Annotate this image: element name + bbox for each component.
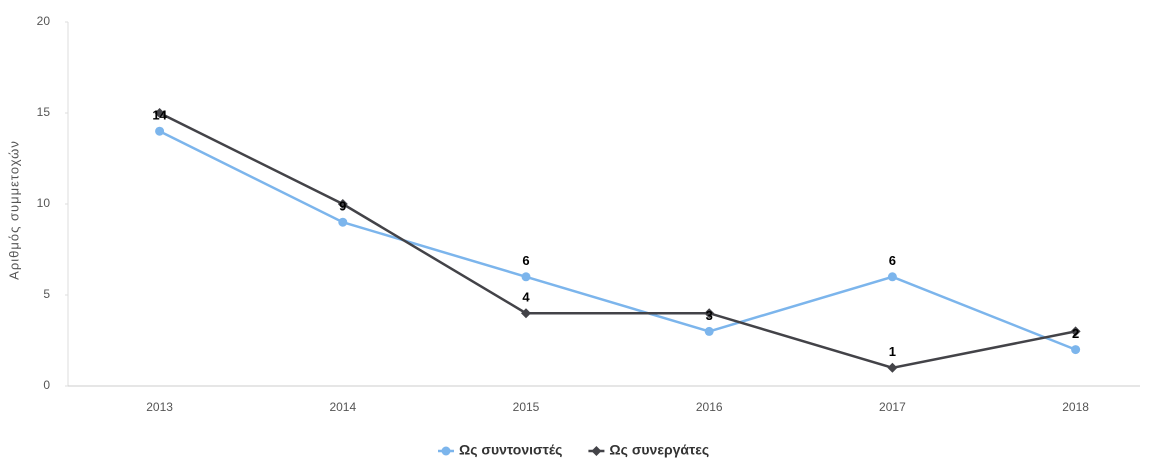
point <box>154 108 165 118</box>
point <box>521 308 531 319</box>
x-tick-label: 2016 <box>696 400 723 414</box>
series-line <box>159 130 1077 351</box>
point <box>155 126 165 136</box>
legend-label: Ως συντονιστές <box>459 442 562 458</box>
series-line <box>159 111 1076 370</box>
point <box>1071 345 1081 355</box>
data-label: 2 <box>1072 326 1079 341</box>
y-tick-label: 20 <box>37 14 51 28</box>
point <box>521 272 531 282</box>
point <box>1070 326 1081 337</box>
data-label: 1 <box>889 344 896 359</box>
y-tick-label: 0 <box>43 378 50 392</box>
data-label: 6 <box>522 253 529 268</box>
point <box>887 272 897 282</box>
y-tick-label: 15 <box>37 105 51 119</box>
point <box>704 308 715 319</box>
data-label: 6 <box>889 253 896 268</box>
y-tick-label: 10 <box>37 196 51 210</box>
legend-label: Ως συνεργάτες <box>609 442 709 458</box>
y-axis-title: Αριθμός συμμετοχών <box>6 140 21 280</box>
data-label: 4 <box>522 290 530 305</box>
legend-marker <box>441 446 451 456</box>
x-tick-label: 2015 <box>513 400 540 414</box>
x-tick-label: 2018 <box>1062 400 1089 414</box>
legend-marker <box>591 446 602 456</box>
x-tick-label: 2013 <box>146 400 173 414</box>
point <box>337 199 348 209</box>
y-tick-label: 5 <box>43 287 50 301</box>
data-label: 9 <box>339 199 346 214</box>
x-tick-label: 2014 <box>329 400 356 414</box>
point <box>887 362 898 373</box>
point <box>704 326 714 336</box>
data-label: 3 <box>706 308 713 323</box>
data-label: 14 <box>152 108 167 123</box>
point <box>338 217 348 227</box>
x-tick-label: 2017 <box>879 400 906 414</box>
